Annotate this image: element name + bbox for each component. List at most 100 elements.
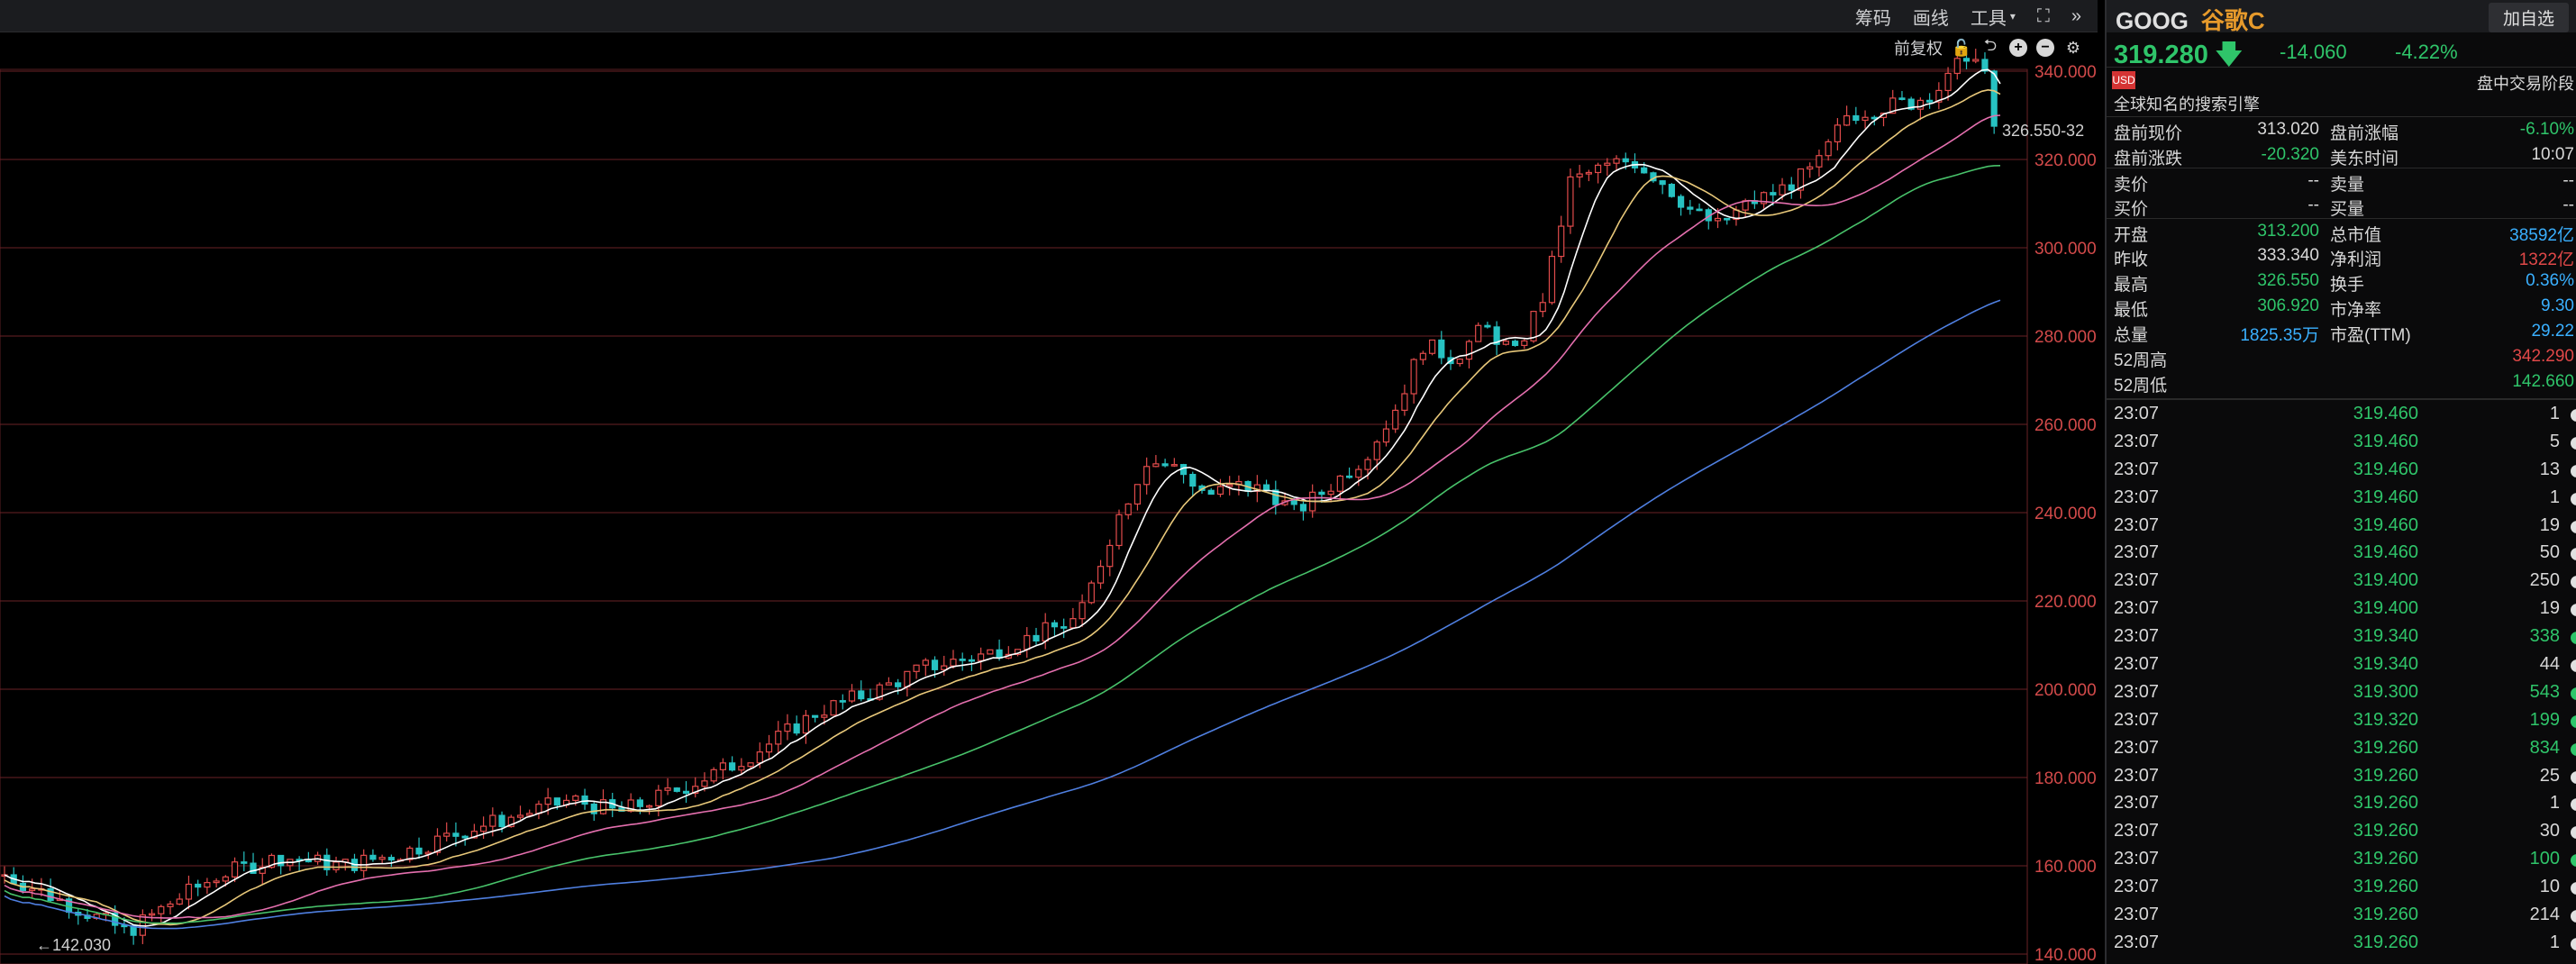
tick-price: 319.460 [2353, 459, 2418, 479]
tick-time: 23:07 [2114, 626, 2160, 647]
arrow-down-icon: 🡇 [2207, 41, 2243, 69]
candle-body [222, 876, 229, 882]
stat-value: 333.340 [2257, 246, 2319, 265]
candle-body [1770, 192, 1777, 196]
tick-row: 23:07 319.260 10 [2107, 873, 2576, 901]
stat-row: 卖价 -- 卖量 -- [2107, 168, 2576, 195]
candle-body [1438, 339, 1445, 359]
candle-body [1834, 124, 1841, 143]
candle-body [1124, 503, 1132, 515]
stat-label: 盘前现价 [2114, 124, 2183, 143]
moving-average-line [4, 68, 2001, 927]
candle-body [1613, 158, 1620, 164]
tick-direction-dot [2571, 854, 2576, 868]
candle-body [1898, 97, 1906, 100]
tick-row: 23:07 319.460 13 [2107, 456, 2576, 484]
stat-value: 142.660 [2512, 372, 2574, 391]
candle-body [1990, 70, 1998, 127]
candle-body [185, 883, 193, 900]
draw-line-menu[interactable]: 画线 [1912, 8, 1949, 29]
stat-value: 326.550 [2257, 271, 2319, 290]
candle-body [1926, 99, 1934, 103]
candle-body [765, 743, 773, 753]
moving-average-line [4, 165, 2001, 924]
candle-body [1594, 164, 1602, 174]
tick-direction-dot [2571, 464, 2576, 477]
candle-body [1825, 141, 1832, 157]
tick-list[interactable]: 23:07 319.460 1 23:07 319.460 5 23:07 319.460 13… [2107, 398, 2576, 957]
tick-time: 23:07 [2114, 542, 2160, 563]
candle-body [858, 690, 865, 700]
candle-body [1548, 255, 1556, 304]
add-watchlist-button[interactable]: 加自选 [2488, 3, 2569, 32]
candle-body [1290, 500, 1297, 505]
candle-body [1944, 72, 1952, 92]
stat-value: 1825.35万 [2240, 326, 2319, 345]
stat-label: 盘前涨幅 [2330, 124, 2399, 143]
tools-menu[interactable]: 工具 ▾ [1971, 4, 2016, 30]
candle-body [1539, 302, 1546, 313]
stat-value: 313.200 [2257, 222, 2319, 241]
last-price: 319.280 🡇 [2114, 36, 2243, 80]
candle-body [1051, 622, 1059, 628]
candle-body [1336, 475, 1343, 492]
price-adjust-selector[interactable]: 前复权 [1894, 40, 1943, 58]
tick-row: 23:07 319.460 19 [2107, 512, 2576, 540]
expand-panel-icon[interactable]: » [2071, 5, 2081, 26]
candle-body [535, 804, 542, 814]
candle-body [1861, 116, 1869, 122]
candle-body [1807, 166, 1814, 170]
stat-row: 52周低 142.660 [2107, 369, 2576, 396]
y-axis-tick-label: 280.000 [2034, 328, 2097, 347]
lock-icon[interactable]: 🔓 [1951, 38, 1972, 57]
tick-price: 319.460 [2353, 542, 2418, 563]
candle-body [369, 854, 377, 860]
candle-body [1724, 217, 1731, 221]
tick-direction-dot [2571, 436, 2576, 450]
tick-volume: 5 [2549, 431, 2560, 451]
quote-panel: GOOG 谷歌C 加自选 319.280 🡇 -14.060 -4.22% USD… [2105, 0, 2576, 964]
candle-body [470, 831, 478, 839]
caret-down-icon: ▾ [2009, 10, 2016, 23]
candle-body [978, 653, 985, 661]
tick-row: 23:07 319.460 1 [2107, 400, 2576, 428]
candle-body [1088, 582, 1095, 604]
kline-chart[interactable]: 340.000 320.000 300.000 280.000 260.000 240.0… [0, 0, 2098, 964]
chips-menu[interactable]: 筹码 [1854, 8, 1891, 29]
stat-label: 换手 [2330, 276, 2365, 295]
candle-body [360, 854, 368, 871]
stat-label: 净利润 [2330, 250, 2382, 269]
candle-body [987, 649, 994, 655]
tick-row: 23:07 319.260 30 [2107, 817, 2576, 845]
candle-body [231, 861, 239, 878]
settings-gear-icon[interactable]: ⚙ [2065, 38, 2081, 57]
stat-value: -6.10% [2519, 120, 2574, 139]
zoom-out-icon[interactable]: − [2036, 39, 2054, 57]
undo-icon[interactable]: ⮌ [1983, 36, 1998, 54]
candle-body [121, 924, 128, 928]
stat-value: 9.30 [2541, 296, 2574, 315]
candle-body [885, 682, 893, 686]
tick-time: 23:07 [2114, 709, 2160, 730]
stat-value: -- [2307, 171, 2319, 190]
candle-body [1152, 463, 1160, 468]
fullscreen-icon[interactable]: ⛶ [2036, 5, 2050, 26]
candle-body [922, 659, 929, 666]
kline-chart-area[interactable]: 340.000 320.000 300.000 280.000 260.000 240.0… [0, 0, 2098, 964]
candle-body [775, 731, 782, 745]
tick-time: 23:07 [2114, 681, 2160, 702]
zoom-in-icon[interactable]: + [2009, 39, 2027, 57]
tick-row: 23:07 319.260 214 [2107, 901, 2576, 929]
stat-row: 盘前现价 313.020 盘前涨幅 -6.10% [2107, 117, 2576, 143]
stat-label: 52周高 [2114, 351, 2168, 370]
tick-volume: 543 [2529, 681, 2560, 702]
candle-body [1493, 326, 1500, 345]
candle-body [1428, 339, 1436, 354]
candle-body [516, 814, 524, 818]
candle-body [738, 766, 745, 771]
tick-time: 23:07 [2114, 793, 2160, 814]
tick-volume: 50 [2539, 542, 2560, 563]
candle-body [1272, 489, 1279, 505]
chart-subbar: 前复权 🔓 ⮌ + − ⚙ [1894, 34, 2083, 61]
tick-volume: 250 [2529, 570, 2560, 591]
